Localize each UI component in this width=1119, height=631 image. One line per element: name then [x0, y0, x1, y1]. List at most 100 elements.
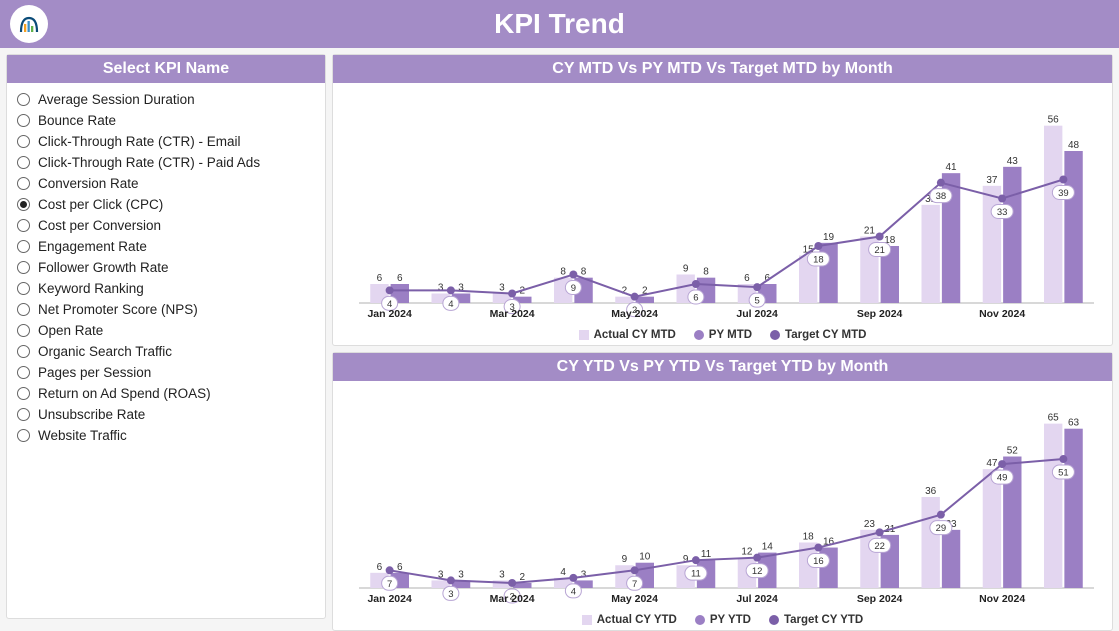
radio-icon: [17, 261, 30, 274]
chart-ytd-title: CY YTD Vs PY YTD Vs Target YTD by Month: [333, 353, 1112, 381]
kpi-item[interactable]: Keyword Ranking: [17, 278, 315, 299]
kpi-item[interactable]: Engagement Rate: [17, 236, 315, 257]
svg-text:21: 21: [874, 245, 885, 256]
legend-label: PY MTD: [709, 329, 752, 341]
legend-item[interactable]: Actual CY YTD: [582, 614, 677, 626]
svg-text:23: 23: [864, 519, 876, 530]
kpi-item-label: Unsubscribe Rate: [38, 407, 145, 422]
svg-text:6: 6: [397, 273, 403, 284]
svg-text:36: 36: [925, 486, 937, 497]
svg-text:49: 49: [997, 473, 1008, 484]
radio-icon: [17, 324, 30, 337]
svg-text:38: 38: [936, 191, 947, 202]
svg-text:51: 51: [1058, 468, 1069, 479]
svg-text:12: 12: [752, 566, 763, 577]
kpi-item[interactable]: Bounce Rate: [17, 110, 315, 131]
svg-text:Mar 2024: Mar 2024: [490, 593, 535, 605]
svg-text:Jul 2024: Jul 2024: [736, 308, 778, 320]
kpi-item[interactable]: Cost per Conversion: [17, 215, 315, 236]
svg-text:Jan 2024: Jan 2024: [367, 308, 412, 320]
kpi-item-label: Click-Through Rate (CTR) - Paid Ads: [38, 155, 260, 170]
kpi-item-label: Conversion Rate: [38, 176, 139, 191]
svg-text:41: 41: [946, 162, 958, 173]
kpi-item-label: Click-Through Rate (CTR) - Email: [38, 134, 241, 149]
svg-text:3: 3: [458, 569, 464, 580]
kpi-item[interactable]: Average Session Duration: [17, 89, 315, 110]
kpi-item[interactable]: Unsubscribe Rate: [17, 404, 315, 425]
svg-text:3: 3: [499, 283, 505, 294]
logo: [10, 5, 48, 43]
kpi-item[interactable]: Follower Growth Rate: [17, 257, 315, 278]
page-title: KPI Trend: [0, 8, 1119, 40]
svg-text:Jan 2024: Jan 2024: [367, 593, 412, 605]
legend-label: Target CY YTD: [784, 614, 863, 626]
svg-text:18: 18: [813, 255, 824, 266]
svg-text:3: 3: [438, 283, 444, 294]
svg-text:12: 12: [741, 547, 753, 558]
kpi-item[interactable]: Open Rate: [17, 320, 315, 341]
svg-text:4: 4: [571, 586, 576, 597]
svg-text:29: 29: [936, 523, 947, 534]
chart-mtd-panel: CY MTD Vs PY MTD Vs Target MTD by Month …: [332, 54, 1113, 346]
legend-item[interactable]: Actual CY MTD: [579, 329, 676, 341]
svg-text:63: 63: [1068, 418, 1080, 429]
svg-text:14: 14: [762, 542, 774, 553]
radio-icon: [17, 429, 30, 442]
kpi-item[interactable]: Return on Ad Spend (ROAS): [17, 383, 315, 404]
kpi-item-label: Cost per Conversion: [38, 218, 161, 233]
svg-text:33: 33: [997, 207, 1008, 218]
svg-text:9: 9: [622, 554, 628, 565]
kpi-item[interactable]: Organic Search Traffic: [17, 341, 315, 362]
radio-icon: [17, 240, 30, 253]
kpi-item-label: Website Traffic: [38, 428, 127, 443]
kpi-item[interactable]: Pages per Session: [17, 362, 315, 383]
radio-icon: [17, 387, 30, 400]
kpi-item[interactable]: Click-Through Rate (CTR) - Paid Ads: [17, 152, 315, 173]
kpi-item[interactable]: Click-Through Rate (CTR) - Email: [17, 131, 315, 152]
svg-text:6: 6: [377, 562, 383, 573]
kpi-item[interactable]: Net Promoter Score (NPS): [17, 299, 315, 320]
svg-text:10: 10: [639, 552, 651, 563]
kpi-item-label: Engagement Rate: [38, 239, 147, 254]
kpi-item-label: Organic Search Traffic: [38, 344, 172, 359]
kpi-item-label: Pages per Session: [38, 365, 151, 380]
svg-text:Sep 2024: Sep 2024: [857, 593, 903, 605]
page-header: KPI Trend: [0, 0, 1119, 48]
kpi-item-label: Bounce Rate: [38, 113, 116, 128]
legend-label: Actual CY MTD: [594, 329, 676, 341]
chart-ytd-svg: 6633324391091112141816232136234752656373…: [339, 385, 1106, 610]
radio-icon: [17, 366, 30, 379]
svg-text:Sep 2024: Sep 2024: [857, 308, 903, 320]
radio-icon: [17, 114, 30, 127]
legend-item[interactable]: Target CY YTD: [769, 614, 863, 626]
main-layout: Select KPI Name Average Session Duration…: [0, 48, 1119, 625]
kpi-item[interactable]: Cost per Click (CPC): [17, 194, 315, 215]
svg-text:39: 39: [1058, 188, 1069, 199]
chart-ytd-panel: CY YTD Vs PY YTD Vs Target YTD by Month …: [332, 352, 1113, 631]
svg-text:6: 6: [744, 273, 750, 284]
legend-label: Target CY MTD: [785, 329, 866, 341]
kpi-item[interactable]: Conversion Rate: [17, 173, 315, 194]
legend-item[interactable]: PY MTD: [694, 329, 752, 341]
svg-text:Nov 2024: Nov 2024: [979, 308, 1025, 320]
svg-text:5: 5: [754, 296, 759, 307]
legend-item[interactable]: Target CY MTD: [770, 329, 866, 341]
svg-text:47: 47: [986, 458, 998, 469]
legend-label: PY YTD: [710, 614, 751, 626]
chart-mtd-title: CY MTD Vs PY MTD Vs Target MTD by Month: [333, 55, 1112, 83]
kpi-item[interactable]: Website Traffic: [17, 425, 315, 446]
svg-text:16: 16: [813, 556, 824, 567]
svg-text:Nov 2024: Nov 2024: [979, 593, 1025, 605]
kpi-item-label: Open Rate: [38, 323, 103, 338]
radio-icon: [17, 303, 30, 316]
svg-text:7: 7: [387, 579, 392, 590]
legend-item[interactable]: PY YTD: [695, 614, 751, 626]
legend-label: Actual CY YTD: [597, 614, 677, 626]
svg-text:18: 18: [803, 531, 815, 542]
radio-icon: [17, 219, 30, 232]
radio-icon: [17, 345, 30, 358]
chart-mtd-legend: Actual CY MTD PY MTD Target CY MTD: [333, 327, 1112, 345]
svg-text:Jul 2024: Jul 2024: [736, 593, 778, 605]
radio-icon: [17, 408, 30, 421]
radio-icon: [17, 198, 30, 211]
